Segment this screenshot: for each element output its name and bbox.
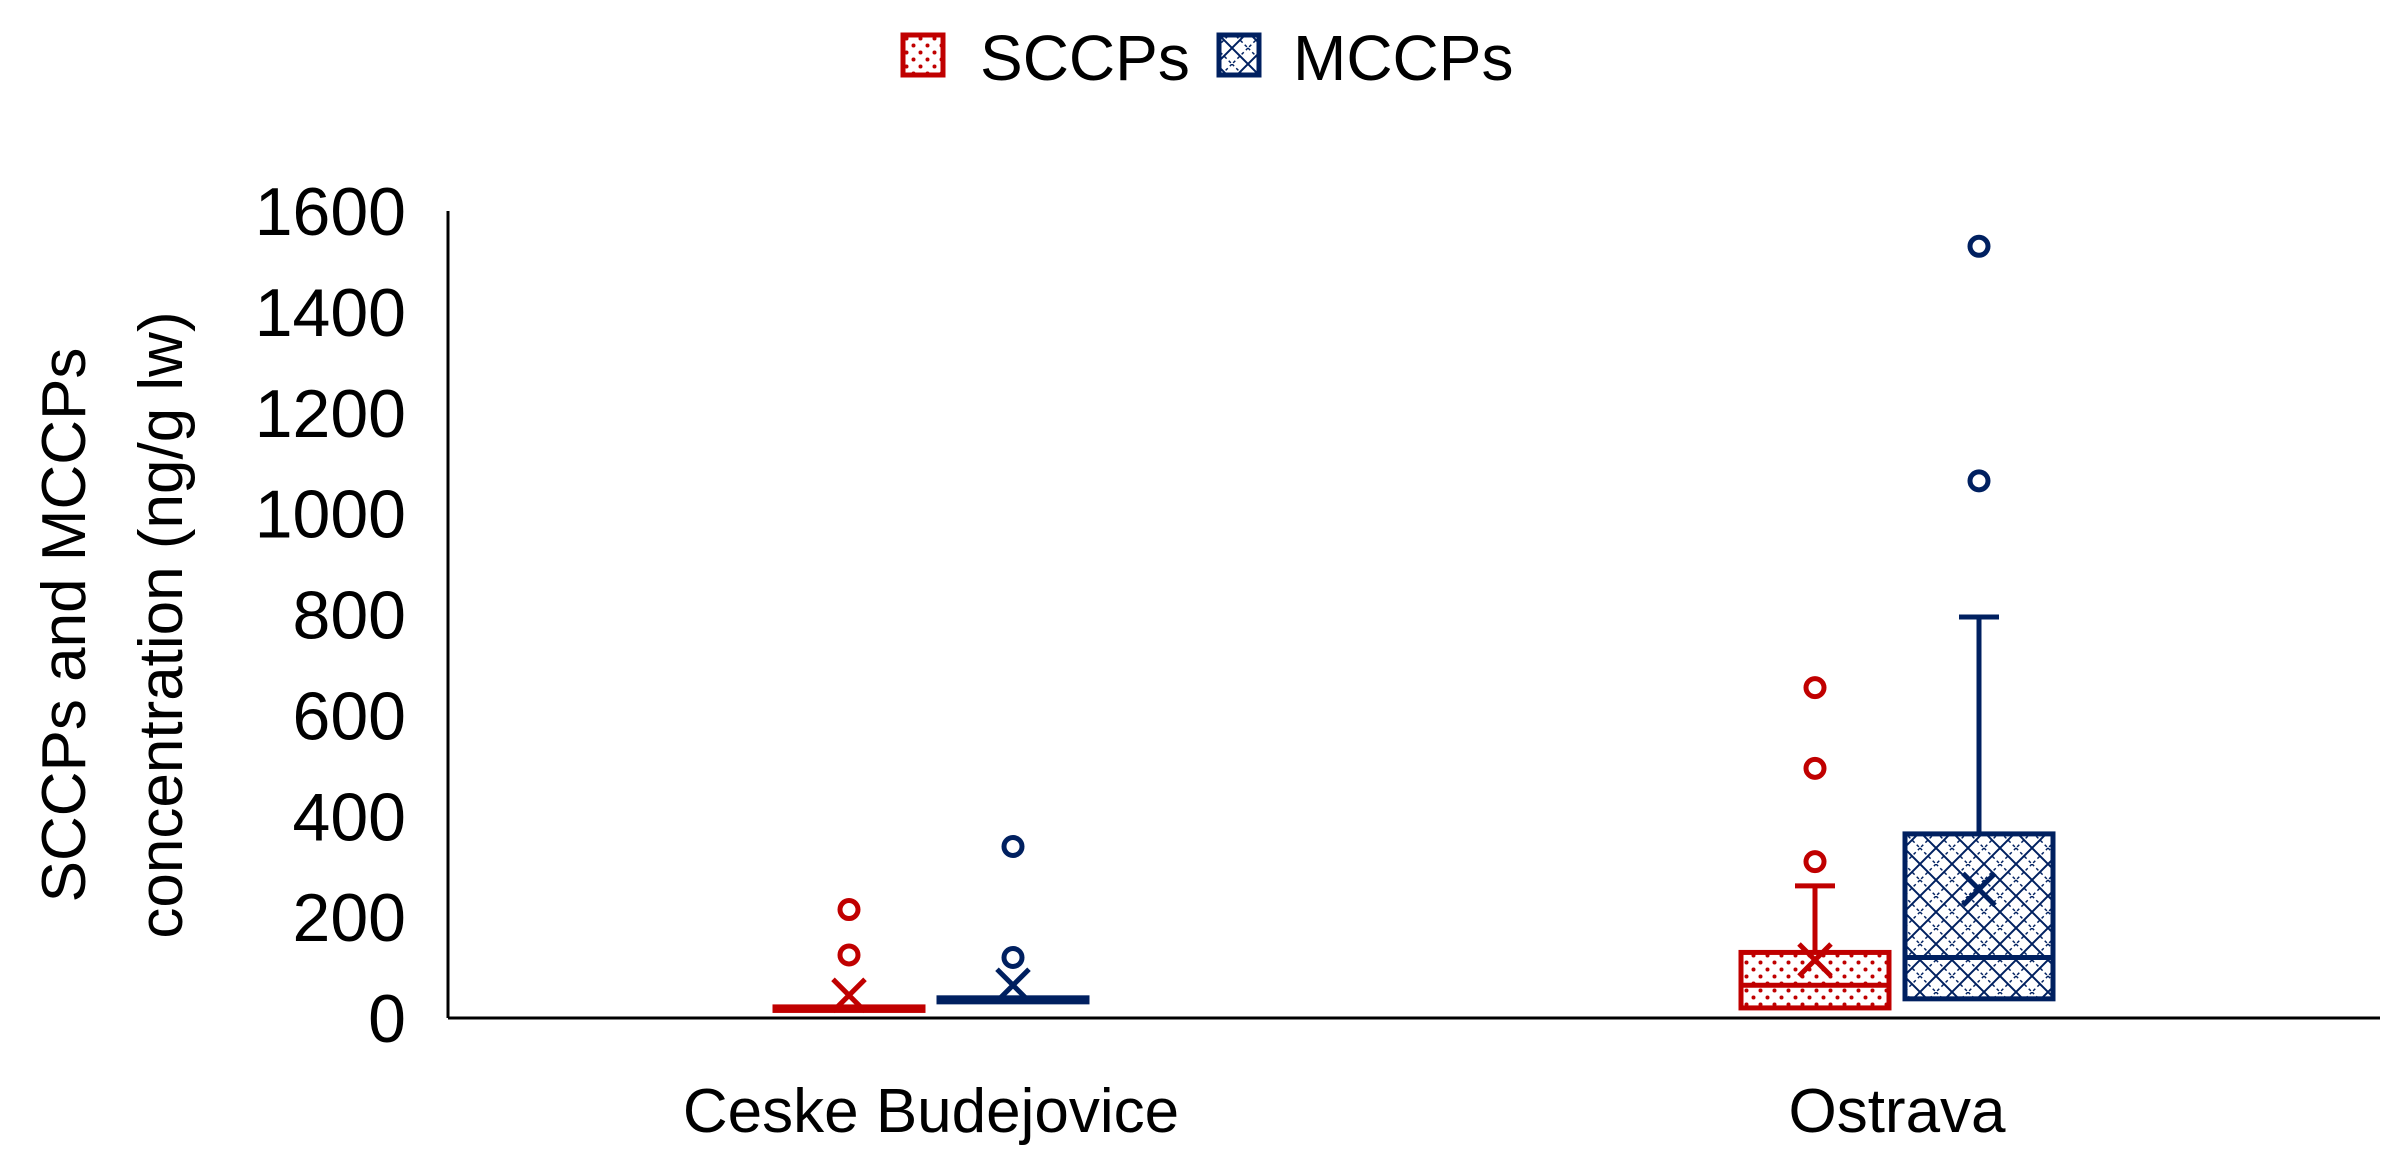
legend-label-mccps: MCCPs [1293,22,1513,94]
series-mccps [936,234,2056,1005]
y-axis-title-line-1: SCCPs and MCCPs [30,348,99,903]
mean-marker [995,967,1031,1003]
y-tick-label: 400 [293,779,406,855]
box-sccps-1[interactable] [1738,676,1892,1011]
y-tick-label: 0 [368,981,406,1057]
y-tick-label: 1600 [255,174,406,250]
y-tick-label: 800 [293,578,406,654]
x-axis-categories: Ceske Budejovice Ostrava [683,1077,2006,1146]
outlier-point[interactable] [1967,469,1991,493]
outlier-point[interactable] [1001,945,1025,969]
mean-marker [1961,871,1997,908]
outlier-point[interactable] [1803,756,1827,780]
mean-marker [831,977,867,1014]
box-iqr [1902,831,2056,1002]
y-axis-ticks: 0 200 400 600 800 1000 1200 1400 1600 [255,174,406,1057]
x-category-label: Ostrava [1788,1077,2006,1146]
outlier-point[interactable] [1803,850,1827,874]
legend-label-sccps: SCCPs [980,22,1190,94]
y-tick-label: 1200 [255,376,406,452]
box-mccps-1[interactable] [1902,234,2056,1002]
x-category-label: Ceske Budejovice [683,1077,1179,1146]
outlier-point[interactable] [837,943,861,967]
legend: SCCPs MCCPs [900,22,1513,94]
box-series [772,234,2056,1014]
legend-item-sccps[interactable]: SCCPs [900,22,1190,94]
y-tick-label: 1400 [255,275,406,351]
y-tick-label: 200 [293,880,406,956]
legend-swatch-mccps [1216,32,1262,78]
mean-marker [1797,942,1833,978]
y-tick-label: 600 [293,678,406,754]
outlier-point[interactable] [837,898,861,922]
legend-item-mccps[interactable]: MCCPs [1216,22,1513,94]
outlier-point[interactable] [1967,234,1991,258]
outlier-point[interactable] [1001,835,1025,859]
y-tick-label: 1000 [255,477,406,553]
box-mccps-0[interactable] [936,835,1090,1005]
box-sccps-0[interactable] [772,898,926,1014]
legend-swatch-sccps [900,32,946,78]
axes [446,211,2380,1020]
y-axis-title: SCCPs and MCCPs concentration (ng/g lw) [30,311,196,938]
outlier-point[interactable] [1803,676,1827,700]
series-sccps [772,676,1892,1014]
y-axis-title-line-2: concentration (ng/g lw) [127,311,196,938]
